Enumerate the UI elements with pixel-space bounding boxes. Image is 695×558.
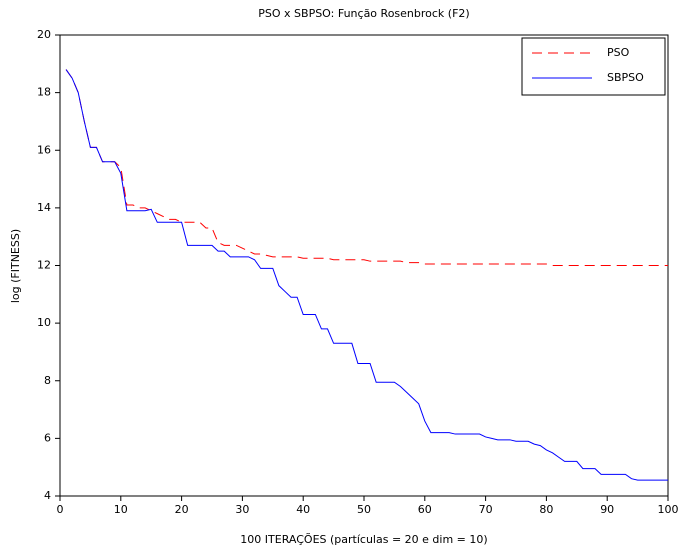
chart-title: PSO x SBPSO: Função Rosenbrock (F2) (258, 7, 469, 20)
y-tick-label: 20 (37, 28, 51, 41)
y-tick-label: 4 (44, 489, 51, 502)
legend-label: PSO (607, 46, 630, 59)
legend-label: SBPSO (607, 71, 644, 84)
y-tick-label: 16 (37, 143, 51, 156)
y-tick-label: 18 (37, 86, 51, 99)
x-tick-label: 60 (418, 503, 432, 516)
x-tick-label: 50 (357, 503, 371, 516)
y-tick-label: 14 (37, 201, 51, 214)
x-tick-label: 10 (114, 503, 128, 516)
y-tick-label: 8 (44, 374, 51, 387)
line-series (65, 69, 668, 266)
y-axis-label: log (FITNESS) (9, 229, 22, 303)
x-tick-label: 30 (235, 503, 249, 516)
legend-box (521, 37, 666, 96)
x-tick-label: 70 (479, 503, 493, 516)
y-tick-label: 6 (44, 431, 51, 444)
x-tick-label: 90 (600, 503, 614, 516)
line-series (65, 69, 668, 481)
x-tick-label: 40 (296, 503, 310, 516)
x-axis-label: 100 ITERAÇÕES (partículas = 20 e dim = 1… (240, 533, 487, 546)
x-tick-label: 20 (175, 503, 189, 516)
x-tick-label: 0 (57, 503, 64, 516)
x-tick-label: 100 (658, 503, 679, 516)
x-tick-label: 80 (539, 503, 553, 516)
y-tick-label: 12 (37, 259, 51, 272)
y-tick-label: 10 (37, 316, 51, 329)
